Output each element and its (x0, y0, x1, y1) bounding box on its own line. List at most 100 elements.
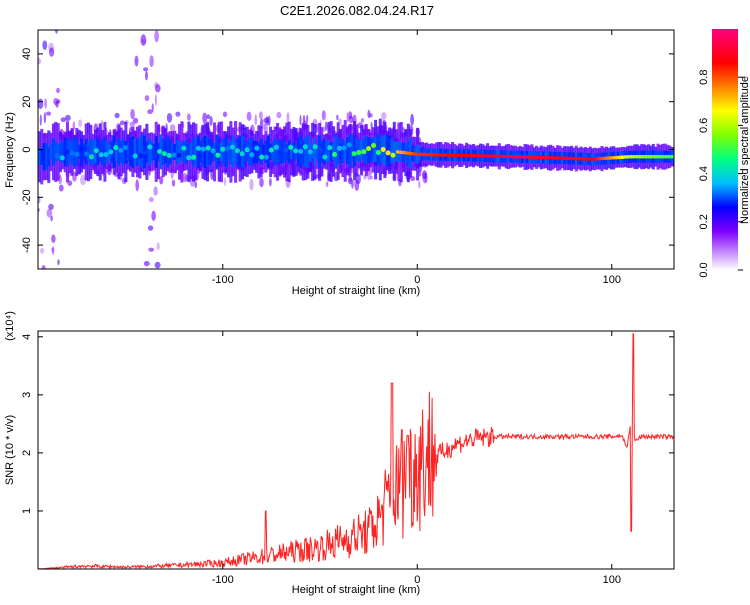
spectrogram-band-cell (152, 143, 156, 161)
spectrogram-ridge-cell (471, 153, 476, 158)
top-x-tick-label: -100 (212, 274, 234, 286)
spectrogram-ridge-cell (422, 152, 427, 157)
spectrogram-ridge-cell (196, 145, 201, 151)
spectrogram-ridge-cell (597, 156, 602, 161)
spectrogram-ridge-cell (69, 150, 75, 156)
spectrogram-ridge-cell (171, 152, 177, 158)
spectrogram-ridge-cell (59, 155, 65, 161)
spectrogram-band-cell (276, 141, 280, 163)
spectrogram-band-cell (42, 143, 46, 171)
spectrogram-noise-blob (299, 114, 302, 126)
spectrogram-noise-blob (402, 127, 405, 132)
spectrogram-ridge-cell (448, 153, 453, 157)
spectrogram-ridge-cell (643, 154, 648, 159)
spectrogram-band-cell (238, 136, 242, 168)
spectrogram-noise-blob (259, 177, 264, 188)
spectrogram-band-cell (175, 140, 179, 164)
spectrogram-ridge-cell (567, 156, 572, 161)
spectrogram-band-cell (150, 140, 153, 164)
spectrogram-band-cell (178, 140, 181, 164)
bottom-y-tick-label: 4 (21, 334, 33, 340)
colorbar-tick-label: 0.6 (698, 118, 710, 133)
spectrogram-ridge-cell (220, 146, 226, 152)
spectrogram-band-cell (124, 140, 128, 163)
spectrogram-band-cell (301, 140, 305, 164)
spectrogram-band-cell (80, 138, 83, 166)
spectrogram-ridge-cell (500, 154, 505, 159)
spectrogram-band-cell (346, 137, 350, 165)
spectrogram-band-cell (173, 144, 177, 160)
spectrogram-band-cell (257, 142, 261, 162)
spectrogram-band-cell (353, 134, 357, 167)
spectrogram-band-cell (131, 136, 135, 168)
spectrogram-ridge-cell (524, 155, 529, 159)
spectrogram-ridge-cell (553, 156, 558, 160)
spectrogram-ridge-cell (337, 145, 342, 151)
spectrogram-ridge-cell (509, 154, 514, 159)
spectrogram-band-cell (192, 137, 195, 167)
spectrogram-ridge-cell (495, 154, 499, 158)
spectrogram-ridge-cell (298, 148, 304, 154)
bottom-x-tick-label: 0 (414, 574, 420, 586)
spectrogram-ridge-cell (385, 150, 391, 156)
spectrogram-band-cell (52, 138, 55, 166)
top-y-axis-label: Frequency (Hz) (4, 112, 16, 188)
spectrogram-ridge-cell (254, 145, 260, 151)
spectrogram-ridge-cell (390, 152, 396, 158)
spectrogram-band-cell (322, 138, 326, 165)
spectrogram-ridge-cell (176, 152, 182, 158)
spectrogram-ridge-cell (492, 154, 497, 158)
spectrogram-ridge-cell (98, 152, 104, 158)
spectrogram-noise-blob (381, 112, 387, 121)
spectrogram-ridge-cell (480, 154, 485, 158)
spectrogram-band-cell (313, 138, 317, 166)
spectrogram-ridge-cell (244, 147, 250, 153)
spectrogram-band-cell (77, 144, 81, 160)
spectrogram-noise-blob (151, 210, 156, 221)
spectrogram-ridge-cell (527, 155, 532, 159)
spectrogram-noise-blob (154, 30, 159, 43)
spectrogram-ridge-cell (474, 153, 479, 158)
spectrogram-ridge-cell (451, 153, 456, 157)
spectrogram-band-cell (140, 135, 144, 169)
spectrogram-noise-blob (222, 111, 228, 118)
spectrogram-band-cell (182, 142, 186, 162)
spectrogram-band-cell (287, 140, 291, 164)
spectrogram-ridge-cell (166, 153, 172, 158)
spectrogram-ridge-cell (307, 149, 313, 155)
spectrogram-noise-blob (42, 40, 48, 50)
spectrogram-noise-blob (145, 70, 148, 81)
colorbar-tick-label: 0.2 (698, 214, 710, 229)
spectrogram-ridge-cell (620, 155, 625, 159)
spectrogram-noise-blob (171, 179, 176, 187)
spectrogram-ridge-cell (79, 146, 85, 152)
spectrogram-band-cell (180, 142, 184, 161)
spectrogram-ridge-cell (103, 152, 109, 157)
spectrogram-noise-blob (266, 125, 269, 133)
top-x-axis-label: Height of straight line (km) (292, 285, 420, 297)
spectrogram-ridge-cell (614, 155, 619, 160)
top-y-tick-label: 40 (21, 48, 33, 60)
spectrogram-band-cell (374, 137, 378, 162)
spectrogram-noise-blob (369, 175, 373, 180)
spectrogram-ridge-cell (535, 155, 540, 160)
spectrogram-ridge-cell (559, 156, 564, 160)
spectrogram-band-cell (217, 138, 221, 166)
spectrogram-ridge-cell (346, 142, 352, 148)
spectrogram-band-cell (231, 136, 235, 168)
spectrogram-ridge-cell (512, 154, 517, 159)
spectrogram-ridge-cell (462, 153, 467, 158)
spectrogram-band-cell (203, 135, 207, 168)
spectrogram-panel: -100 0 100 -40 -20 0 20 40 Height of straight … (4, 29, 675, 297)
spectrogram-band-cell (133, 139, 137, 165)
spectrogram-noise-blob (130, 109, 135, 120)
spectrogram-noise-blob (154, 261, 161, 269)
spectrogram-band-cell (206, 136, 209, 168)
spectrogram-band-cell (166, 136, 170, 168)
bottom-y-tick-label: 3 (21, 392, 33, 398)
spectrogram-noise-blob (114, 112, 120, 119)
spectrogram-band-cell (255, 140, 259, 163)
spectrogram-band-cell (47, 147, 51, 166)
spectrogram-noise-blob (154, 94, 157, 106)
